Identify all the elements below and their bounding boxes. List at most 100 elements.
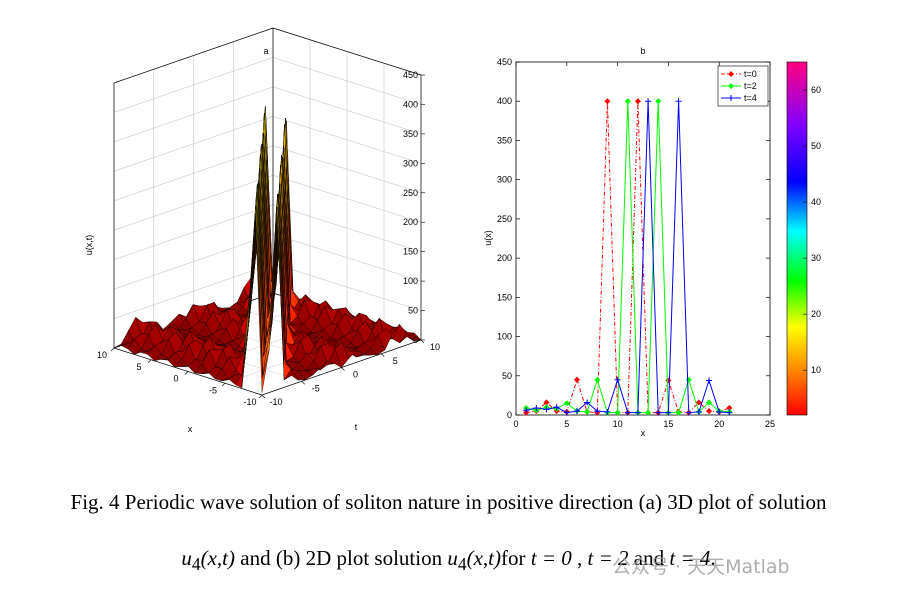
z-tick-label: 450 — [403, 70, 418, 80]
y-tick-label: 5 — [393, 356, 398, 366]
chart-a-xlabel: x — [188, 424, 193, 434]
caption-and: and — [628, 546, 670, 570]
colorbar-tick-label: 60 — [811, 85, 821, 95]
legend-marker — [728, 95, 734, 101]
y-tick-label: 200 — [497, 253, 512, 263]
data-point — [634, 409, 641, 416]
colorbar-tick-label: 50 — [811, 141, 821, 151]
figure-caption-line1: Fig. 4 Periodic wave solution of soliton… — [70, 490, 827, 514]
watermark-text: 公众号 · 天天Matlab — [612, 556, 790, 578]
colorbar-tick-label: 20 — [811, 309, 821, 319]
x-tick-mark — [221, 383, 226, 387]
chart-b-legend: t=0 t=2 t=4 — [717, 65, 769, 107]
data-point — [563, 409, 570, 416]
data-point — [563, 400, 570, 407]
data-point — [523, 407, 530, 414]
x-tick-label: 5 — [564, 419, 569, 429]
data-point — [553, 404, 560, 411]
chart-a-ylabel: t — [355, 422, 358, 432]
data-point — [645, 409, 652, 416]
chart-a-surface — [113, 106, 422, 393]
y-tick-label: 400 — [497, 96, 512, 106]
data-point — [604, 98, 611, 105]
z-tick-label: 350 — [403, 129, 418, 139]
caption-u4-a-sub: 4 — [191, 554, 201, 575]
data-point — [594, 376, 601, 383]
x-tick-mark — [110, 347, 115, 352]
y-tick-label: 150 — [497, 292, 512, 302]
caption-for: for — [501, 546, 531, 570]
x-tick-label: 15 — [663, 419, 673, 429]
data-point — [645, 98, 652, 105]
chart-a-title: a — [263, 46, 268, 56]
z-tick-label: 50 — [408, 306, 418, 316]
legend-marker — [727, 70, 735, 78]
z-tick-label: 300 — [403, 158, 418, 168]
data-point — [706, 408, 713, 415]
x-tick-mark — [184, 371, 189, 375]
data-point — [624, 98, 631, 105]
line-plot-b: b 0 50 100 150 200 250 300 350 400 450 0 5 10 15 20 25… — [483, 46, 821, 438]
data-point — [665, 409, 672, 416]
data-point — [604, 408, 611, 415]
data-point — [716, 408, 723, 415]
y-tick-label: 250 — [497, 214, 512, 224]
chart-b-xlabel: x — [641, 428, 646, 438]
legend-label: t=2 — [744, 81, 757, 91]
colorbar-tick-label: 10 — [811, 365, 821, 375]
data-point — [624, 409, 631, 416]
data-point — [573, 408, 580, 415]
legend-label: t=0 — [744, 69, 757, 79]
x-tick-label: 0 — [513, 419, 518, 429]
chart-b-title: b — [640, 46, 645, 56]
x-tick-label: 10 — [613, 419, 623, 429]
data-point — [706, 399, 713, 406]
chart-a-x-ticks: 10 5 0 -5 -10 — [97, 347, 263, 407]
x-tick-label: -10 — [243, 397, 256, 407]
z-tick-label: 0 — [413, 335, 418, 345]
data-point — [695, 408, 702, 415]
chart-b-colorbar-ticks: 10 20 30 40 50 60 — [803, 85, 821, 375]
caption-u4-b-sub: 4 — [457, 554, 467, 575]
x-tick-mark — [258, 394, 263, 399]
data-point — [695, 399, 702, 406]
data-point — [594, 408, 601, 415]
chart-b-y-ticks: 0 50 100 150 200 250 300 350 400 450 — [497, 57, 770, 420]
x-tick-label: -5 — [209, 385, 217, 395]
figure-caption-line2: u4(x,t) and (b) 2D plot solution u4(x,t)… — [0, 546, 897, 575]
z-tick-label: 400 — [403, 99, 418, 109]
z-tick-label: 150 — [403, 247, 418, 257]
data-point — [675, 409, 682, 416]
chart-b-series — [523, 98, 733, 416]
chart-a-y-ticks: 10 5 0 -5 -10 — [261, 339, 440, 407]
x-tick-label: 20 — [714, 419, 724, 429]
caption-end: . — [710, 546, 716, 570]
data-point — [726, 409, 733, 416]
y-tick-label: 300 — [497, 175, 512, 185]
data-point — [634, 98, 641, 105]
y-tick-mark — [420, 339, 425, 344]
y-tick-label: 50 — [502, 371, 512, 381]
y-tick-mark — [301, 381, 305, 385]
data-point — [614, 376, 621, 383]
caption-t0: t = 0 — [530, 546, 572, 570]
colorbar-tick-label: 40 — [811, 197, 821, 207]
y-tick-mark — [381, 353, 385, 357]
x-tick-label: 25 — [765, 419, 775, 429]
x-tick-label: 5 — [136, 362, 141, 372]
chart-b-ylabel: u(x) — [483, 230, 493, 246]
y-tick-label: 350 — [497, 135, 512, 145]
caption-u4-a: u — [181, 546, 192, 570]
surface-patch — [255, 212, 270, 393]
data-point — [675, 98, 682, 105]
chart-a-zlabel: u(x,t) — [84, 235, 94, 256]
data-point — [543, 406, 550, 413]
y-tick-label: -10 — [269, 397, 282, 407]
caption-mid-text: and (b) 2D plot solution — [235, 546, 448, 570]
caption-args-b: (x,t) — [466, 546, 501, 570]
data-point — [706, 377, 713, 384]
data-point — [614, 409, 621, 416]
legend-marker — [727, 82, 735, 90]
